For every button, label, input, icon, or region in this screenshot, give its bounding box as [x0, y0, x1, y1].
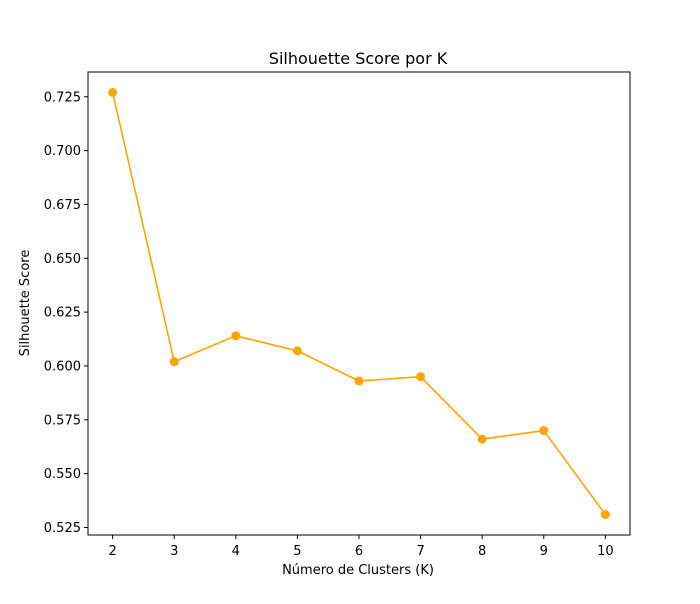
y-axis: 0.525 0.550 0.575 0.600 0.625 0.650 0.675 0.700… — [44, 90, 88, 536]
x-tick-label: 9 — [540, 544, 548, 559]
y-tick-label: 0.675 — [44, 198, 81, 213]
data-point — [539, 426, 549, 436]
data-point — [600, 510, 610, 520]
x-axis: 2 3 4 5 6 7 8 9 10 — [108, 535, 614, 559]
y-tick-label: 0.575 — [44, 413, 81, 428]
x-tick-label: 7 — [416, 544, 424, 559]
y-tick-label: 0.725 — [44, 90, 81, 105]
y-tick-label: 0.625 — [44, 306, 81, 321]
data-point — [231, 331, 241, 341]
x-tick-label: 10 — [597, 544, 614, 559]
data-point — [416, 372, 426, 382]
x-tick-label: 5 — [293, 544, 301, 559]
x-tick-label: 2 — [108, 544, 116, 559]
y-tick-label: 0.550 — [44, 467, 81, 482]
y-tick-label: 0.700 — [44, 144, 81, 159]
y-tick-label: 0.525 — [44, 521, 81, 536]
y-tick-label: 0.600 — [44, 359, 81, 374]
data-point — [354, 376, 364, 386]
x-tick-label: 4 — [232, 544, 240, 559]
chart-title: Silhouette Score por K — [269, 49, 448, 68]
series-layer — [108, 87, 610, 520]
plot-frame — [87, 71, 631, 536]
y-tick-label: 0.650 — [44, 252, 81, 267]
y-axis-label: Silhouette Score — [18, 250, 33, 357]
x-tick-label: 6 — [355, 544, 363, 559]
x-tick-label: 8 — [478, 544, 486, 559]
data-point — [108, 87, 118, 97]
data-point — [477, 434, 487, 444]
data-point — [169, 357, 179, 367]
x-axis-label: Número de Clusters (K) — [282, 563, 434, 578]
x-tick-label: 3 — [170, 544, 178, 559]
data-point — [292, 346, 302, 356]
